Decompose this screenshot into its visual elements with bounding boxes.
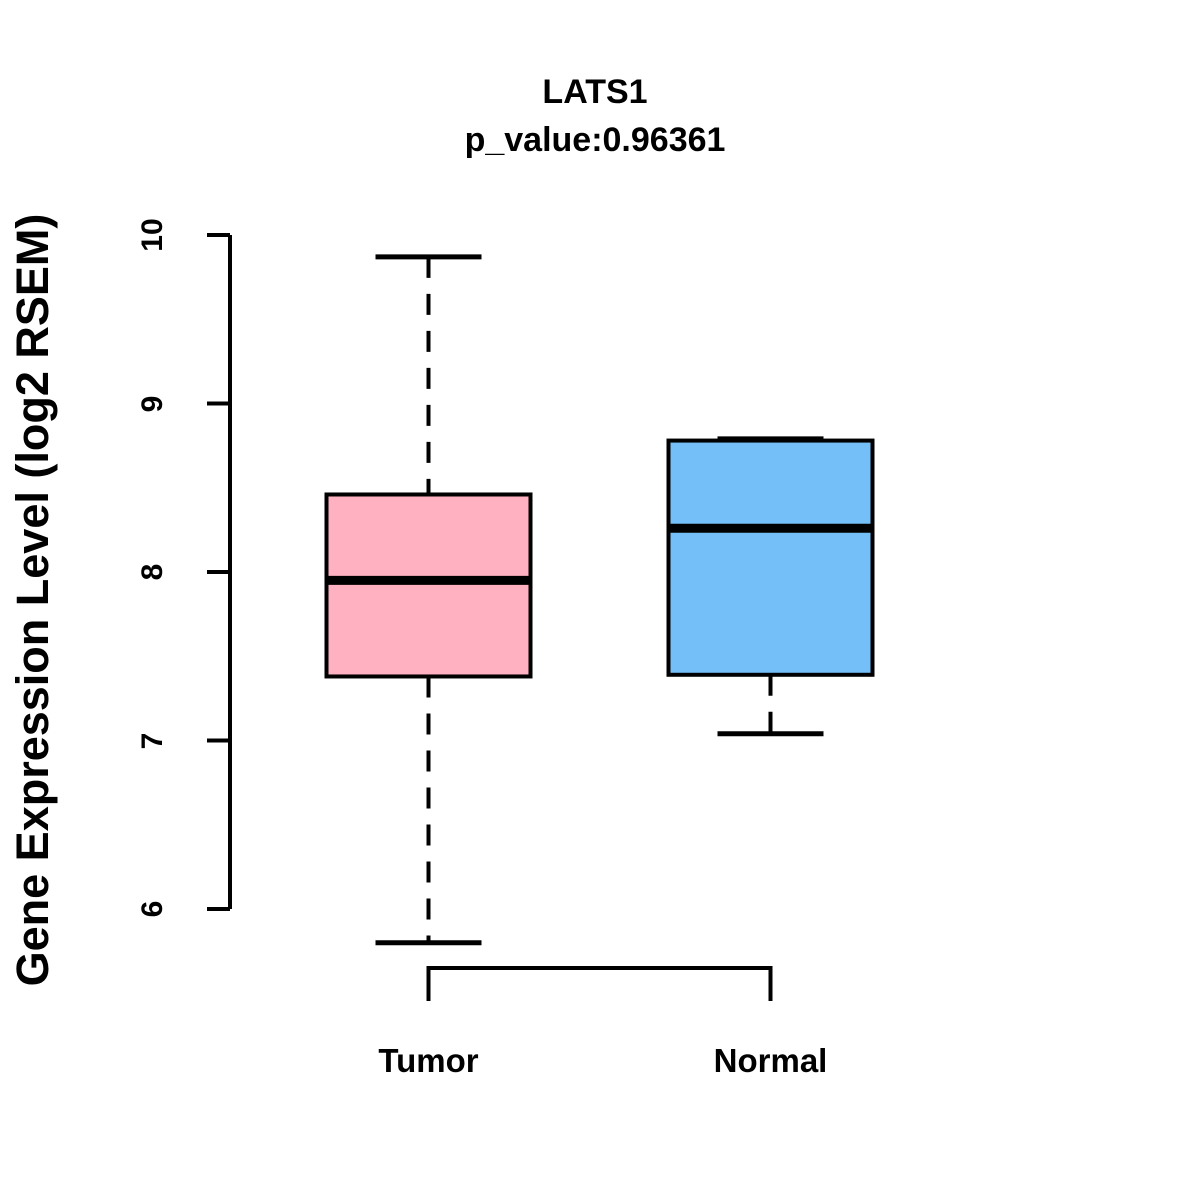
box-normal	[666, 438, 875, 677]
y-tick-label: 6	[136, 900, 169, 918]
chart-title: LATS1	[542, 73, 648, 111]
x-category-label: Normal	[713, 1042, 828, 1079]
p-value-subtitle: p_value:0.96361	[464, 121, 726, 159]
x-axis-bracket	[426, 966, 773, 1001]
y-tick-label: 8	[136, 563, 169, 581]
x-category-label: Tumor	[378, 1042, 479, 1079]
box-tumor	[324, 492, 533, 679]
y-axis-title: Gene Expression Level (log2 RSEM)	[7, 213, 58, 987]
y-tick-label: 9	[136, 395, 169, 412]
y-tick-label: 10	[136, 218, 169, 252]
y-tick-label: 7	[136, 732, 169, 749]
